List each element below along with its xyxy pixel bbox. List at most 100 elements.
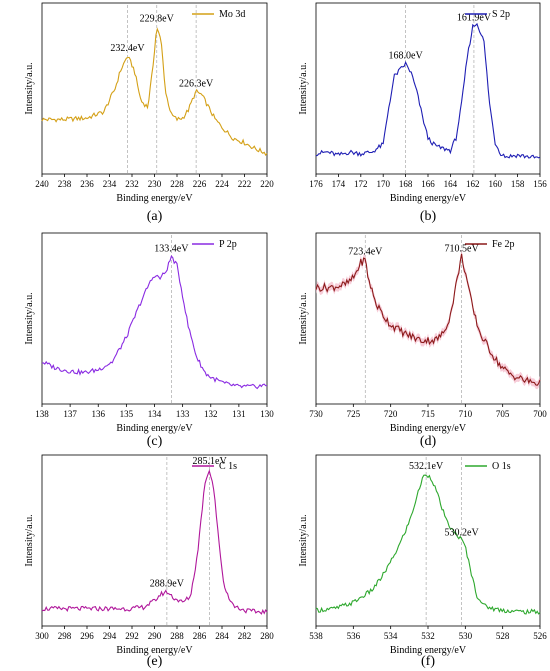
x-tick-label: 236 <box>80 179 94 189</box>
panel-s2p: Intensity/a.u. 176 174 172 170 168 166 164 162 16… <box>298 2 547 224</box>
x-tick-label: 133 <box>176 409 190 419</box>
legend-label: C 1s <box>219 461 237 472</box>
plot-frame <box>41 232 268 405</box>
x-axis-label: Binding energy/eV <box>390 423 467 434</box>
x-tick-label: 158 <box>511 179 525 189</box>
panel-c1s: Intensity/a.u. 300 298 296 294 292 290 288 286 28… <box>24 454 274 669</box>
x-tick-label: 168 <box>399 179 413 189</box>
x-tick-label: 290 <box>148 631 162 641</box>
x-tick-label: 715 <box>421 409 435 419</box>
x-tick-label: 240 <box>35 179 49 189</box>
x-tick-label: 156 <box>533 179 547 189</box>
x-tick-label: 228 <box>170 179 184 189</box>
x-axis-label: Binding energy/eV <box>116 193 193 204</box>
x-tick-label: 138 <box>35 409 49 419</box>
x-tick-label: 162 <box>466 179 480 189</box>
x-tick-label: 176 <box>309 179 323 189</box>
x-tick-label: 136 <box>92 409 106 419</box>
series-line <box>41 27 268 156</box>
x-tick-label: 135 <box>120 409 134 419</box>
peak-label: 532.1eV <box>409 461 444 472</box>
x-axis-label: Binding energy/eV <box>116 645 193 656</box>
x-tick-label: 131 <box>232 409 246 419</box>
panel-caption: (c) <box>147 434 163 449</box>
x-tick-label: 725 <box>347 409 361 419</box>
series-line <box>41 254 268 390</box>
legend-label: Mo 3d <box>219 9 245 20</box>
legend-label: O 1s <box>492 461 511 472</box>
x-tick-label: 294 <box>103 631 117 641</box>
x-tick-label: 288 <box>170 631 184 641</box>
x-tick-label: 166 <box>421 179 435 189</box>
y-axis-label: Intensity/a.u. <box>24 62 35 114</box>
peak-label: 285.1eV <box>193 456 228 467</box>
y-axis-label: Intensity/a.u. <box>298 292 309 344</box>
x-tick-label: 280 <box>260 631 274 641</box>
x-tick-label: 282 <box>238 631 252 641</box>
x-tick-label: 530 <box>459 631 473 641</box>
x-tick-label: 286 <box>193 631 207 641</box>
peak-label: 723.4eV <box>348 247 383 258</box>
peak-label: 168.0eV <box>389 51 424 62</box>
x-tick-label: 222 <box>238 179 252 189</box>
peak-label: 161.9eV <box>457 13 492 24</box>
panel-mo3d: Intensity/a.u. 240 238 236 234 232 230 228 226 22… <box>24 2 274 224</box>
x-tick-label: 232 <box>125 179 139 189</box>
x-tick-label: 730 <box>309 409 323 419</box>
x-tick-label: 164 <box>444 179 458 189</box>
x-tick-label: 284 <box>215 631 229 641</box>
x-tick-label: 705 <box>496 409 510 419</box>
x-tick-label: 224 <box>215 179 229 189</box>
x-axis-label: Binding energy/eV <box>116 423 193 434</box>
x-tick-label: 174 <box>332 179 346 189</box>
peak-label: 288.9eV <box>150 579 185 590</box>
x-tick-label: 226 <box>193 179 207 189</box>
plot-frame <box>41 454 268 627</box>
x-tick-label: 170 <box>376 179 390 189</box>
x-tick-label: 300 <box>35 631 49 641</box>
x-tick-label: 298 <box>58 631 72 641</box>
series-line <box>315 22 541 159</box>
x-tick-label: 534 <box>384 631 398 641</box>
panel-caption: (a) <box>147 209 163 224</box>
x-tick-label: 526 <box>533 631 547 641</box>
x-tick-label: 720 <box>384 409 398 419</box>
panel-p2p: Intensity/a.u. 138 137 136 135 134 133 132 131 13… <box>24 232 274 449</box>
legend-label: Fe 2p <box>492 239 515 250</box>
panel-o1s: Intensity/a.u. 538 536 534 532 530 528 526 Bindi… <box>298 454 547 669</box>
x-tick-label: 528 <box>496 631 510 641</box>
x-tick-label: 700 <box>533 409 547 419</box>
peak-label: 530.2eV <box>445 528 480 539</box>
x-tick-label: 710 <box>459 409 473 419</box>
series-line <box>41 469 268 615</box>
peak-label: 133.4eV <box>154 244 189 255</box>
x-tick-label: 134 <box>148 409 162 419</box>
y-axis-label: Intensity/a.u. <box>298 514 309 566</box>
panel-caption: (e) <box>147 654 163 669</box>
x-tick-label: 532 <box>421 631 435 641</box>
x-tick-label: 137 <box>63 409 77 419</box>
legend-label: P 2p <box>219 239 237 250</box>
x-tick-label: 132 <box>204 409 218 419</box>
x-tick-label: 296 <box>80 631 94 641</box>
x-tick-label: 172 <box>354 179 368 189</box>
plot-frame <box>41 2 268 175</box>
peak-label: 710.5eV <box>445 244 480 255</box>
legend-label: S 2p <box>492 9 510 20</box>
x-tick-label: 538 <box>309 631 323 641</box>
panel-caption: (d) <box>420 434 437 449</box>
peak-label: 232.4eV <box>110 43 145 54</box>
x-tick-label: 292 <box>125 631 139 641</box>
panel-caption: (b) <box>420 209 437 224</box>
x-tick-label: 220 <box>260 179 274 189</box>
series-line <box>315 474 541 615</box>
x-tick-label: 160 <box>488 179 502 189</box>
x-tick-label: 230 <box>148 179 162 189</box>
x-axis-label: Binding energy/eV <box>390 193 467 204</box>
panel-caption: (f) <box>421 654 435 669</box>
y-axis-label: Intensity/a.u. <box>24 514 35 566</box>
x-tick-label: 536 <box>347 631 361 641</box>
plot-frame <box>315 232 541 405</box>
plot-frame <box>315 454 541 627</box>
plot-frame <box>315 2 541 175</box>
